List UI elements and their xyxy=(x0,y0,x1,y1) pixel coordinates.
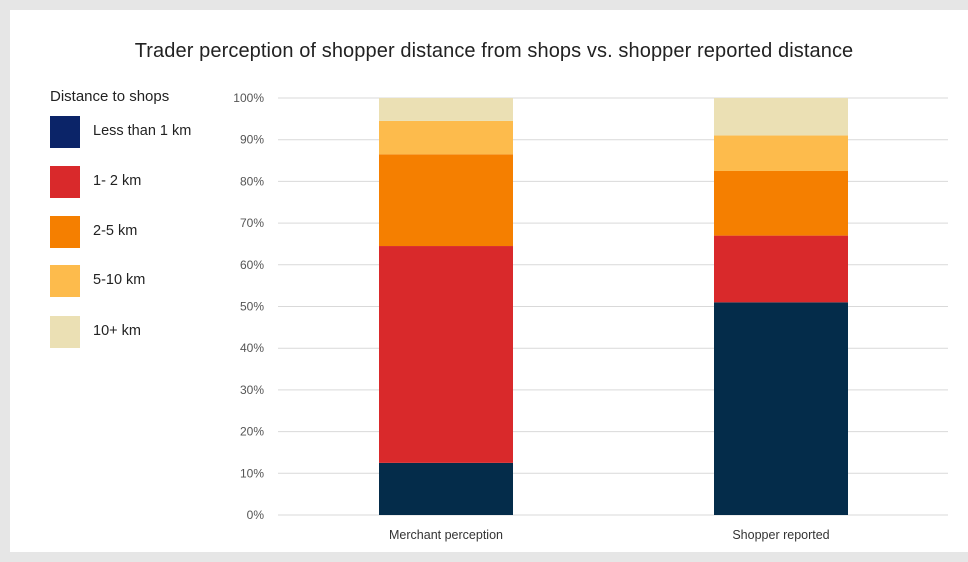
x-category-label: Shopper reported xyxy=(732,528,829,542)
legend-label-1-2km: 1- 2 km xyxy=(93,173,142,189)
bar-segment xyxy=(379,462,513,515)
legend-label-10-plus-km: 10+ km xyxy=(93,323,141,339)
y-tick-label: 50% xyxy=(240,300,264,314)
bar-segment xyxy=(714,135,848,171)
y-tick-label: 30% xyxy=(240,383,264,397)
bar-segment xyxy=(714,170,848,236)
y-tick-label: 0% xyxy=(247,508,265,522)
x-category-label: Merchant perception xyxy=(389,528,503,542)
legend-item-5-10km: 5-10 km xyxy=(50,265,145,297)
y-tick-label: 20% xyxy=(240,425,264,439)
legend-swatch-less-than-1km xyxy=(50,116,80,148)
y-tick-label: 40% xyxy=(240,341,264,355)
legend-swatch-1-2km xyxy=(50,166,80,198)
legend-swatch-5-10km xyxy=(50,265,80,297)
y-tick-label: 60% xyxy=(240,258,264,272)
bar-segment xyxy=(714,302,848,515)
y-tick-label: 70% xyxy=(240,216,264,230)
chart-title: Trader perception of shopper distance fr… xyxy=(134,40,854,62)
bar-segment xyxy=(379,98,513,121)
bar-segment xyxy=(379,154,513,247)
y-tick-label: 90% xyxy=(240,133,264,147)
legend-label-less-than-1km: Less than 1 km xyxy=(93,123,192,139)
legend-swatch-2-5km xyxy=(50,216,80,248)
legend-item-1-2km: 1- 2 km xyxy=(50,166,141,198)
y-tick-label: 80% xyxy=(240,174,264,188)
legend-title: Distance to shops xyxy=(50,88,170,105)
bar-segment xyxy=(714,235,848,303)
legend-item-2-5km: 2-5 km xyxy=(50,216,137,248)
bar-segment xyxy=(714,98,848,136)
bar-segment xyxy=(379,120,513,155)
y-tick-label: 100% xyxy=(233,91,264,105)
y-tick-label: 10% xyxy=(240,466,264,480)
legend-item-less-than-1km: Less than 1 km xyxy=(50,116,191,148)
bar-segment xyxy=(379,246,513,463)
legend-label-2-5km: 2-5 km xyxy=(93,223,138,239)
legend-label-5-10km: 5-10 km xyxy=(93,272,146,288)
legend-item-10-plus-km: 10+ km xyxy=(50,316,141,348)
legend-swatch-10-plus-km xyxy=(50,316,80,348)
